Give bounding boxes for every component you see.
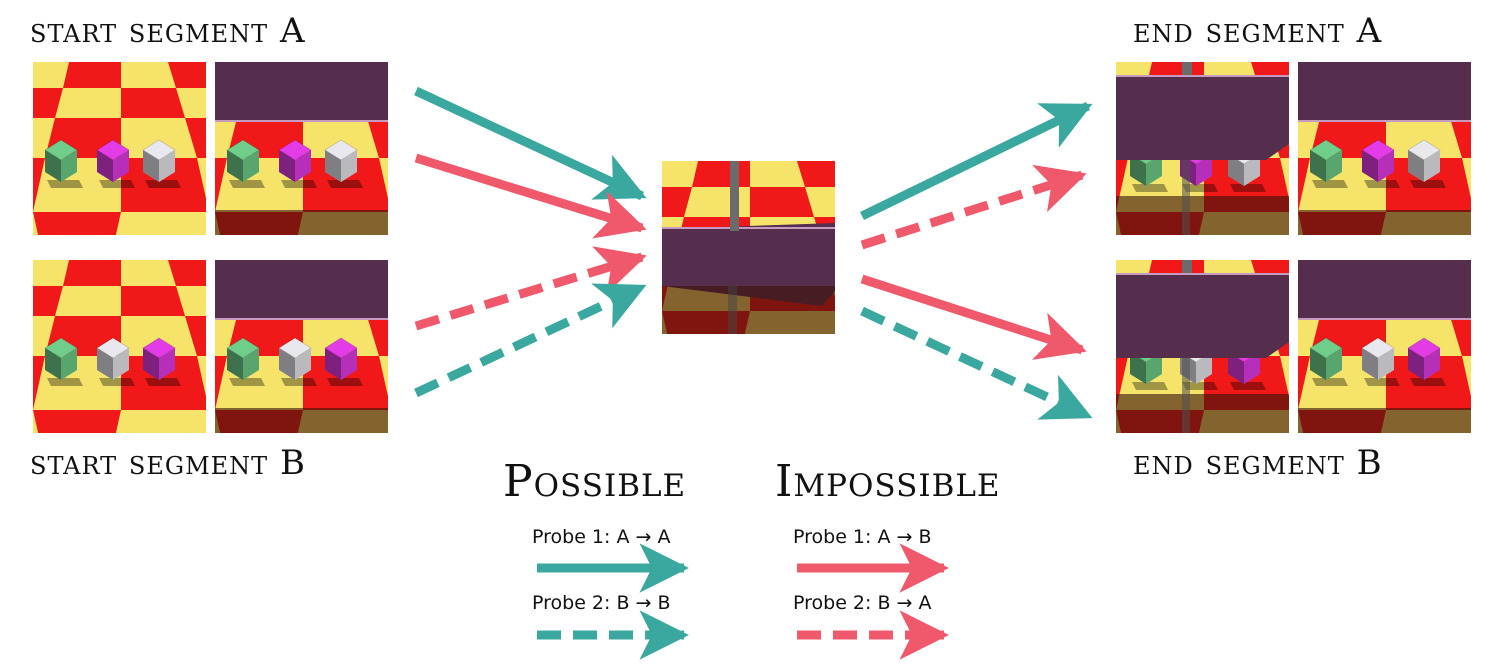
end-a-frame-2: [1298, 62, 1471, 235]
legend-impossible-probe1-label: Probe 1: A → B: [793, 526, 932, 548]
start-a-frame-1: [33, 62, 206, 235]
end-segment-a-label: end segment A: [1133, 11, 1383, 51]
end-b-frame-1: [1116, 260, 1289, 433]
end-a-frame-1: [1116, 62, 1289, 235]
legend-impossible-probe2-label: Probe 2: B → A: [793, 592, 932, 614]
arrow-start-a-impossible: [414, 153, 647, 239]
arrow-start-b-possible: [414, 282, 647, 398]
legend-possible-probe2-label: Probe 2: B → B: [532, 592, 671, 614]
end-b-frame-2: [1298, 260, 1471, 433]
arrow-end-a-impossible: [860, 164, 1087, 250]
arrow-start-b-impossible: [414, 246, 647, 331]
arrow-end-b-possible: [860, 306, 1093, 421]
arrow-start-a-possible: [414, 86, 647, 201]
end-segment-b-label: end segment B: [1133, 443, 1383, 483]
start-a-frame-2: [215, 62, 388, 235]
start-b-frame-1: [33, 260, 206, 433]
start-b-frame-2: [215, 260, 388, 433]
start-segment-a-label: start segment A: [30, 11, 306, 51]
legend-possible-probe1-label: Probe 1: A → A: [532, 526, 671, 548]
middle-frame: [662, 161, 835, 334]
legend-possible-title: Possible: [503, 456, 687, 507]
start-segment-b-label: start segment B: [30, 443, 306, 483]
arrow-end-a-possible: [860, 101, 1093, 221]
legend-impossible-title: Impossible: [775, 456, 1001, 507]
arrow-end-b-impossible: [860, 274, 1087, 360]
